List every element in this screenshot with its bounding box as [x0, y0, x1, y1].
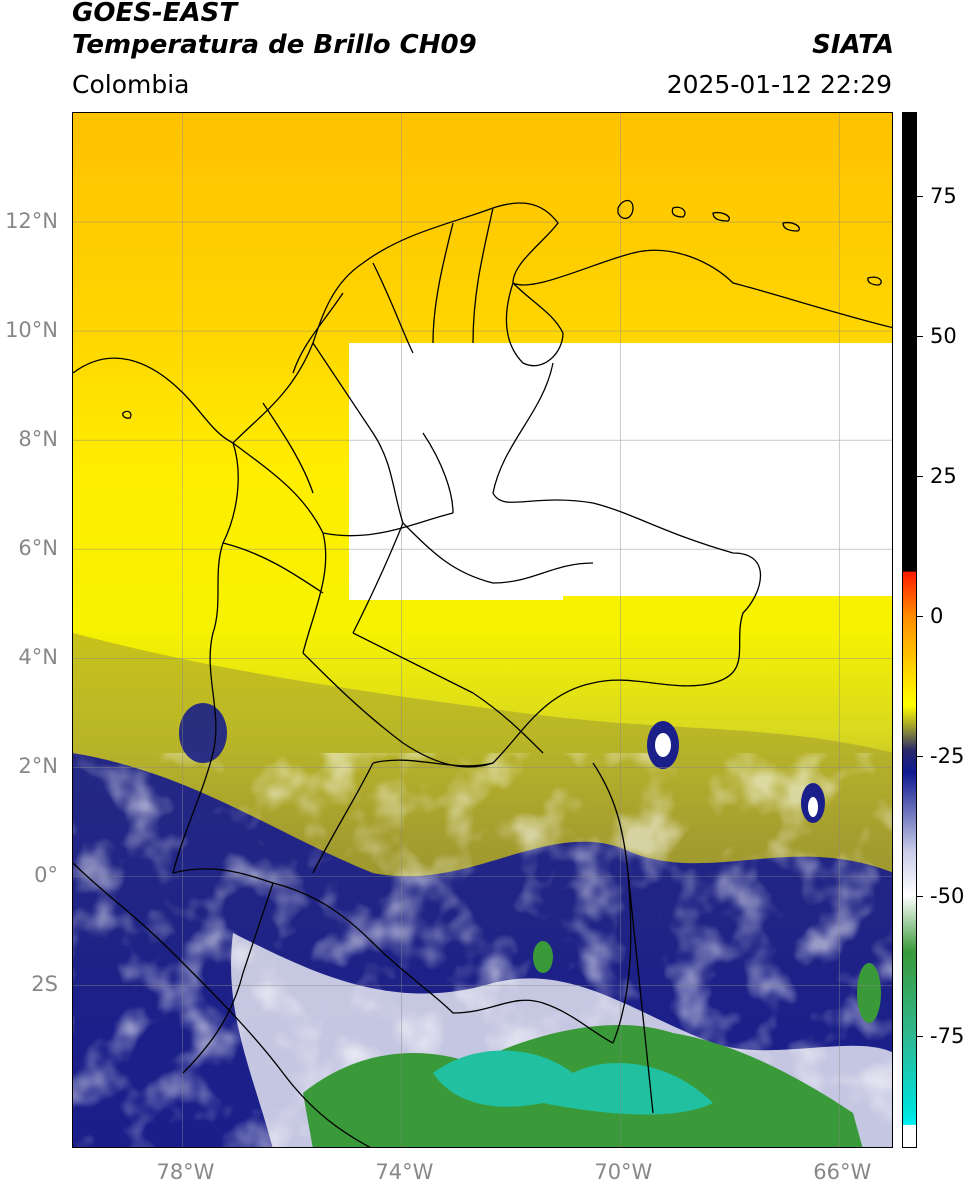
datetime-label: 2025-01-12 22:29	[666, 70, 892, 99]
organization-label: SIATA	[812, 30, 894, 60]
x-tick-label: 74°W	[375, 1160, 434, 1184]
y-tick-label: 2°N	[18, 754, 58, 779]
region-label: Colombia	[72, 70, 190, 99]
colorbar-tick-label: 50	[930, 324, 957, 348]
y-tick-label: 12°N	[5, 209, 58, 234]
y-tick-label: 4°N	[18, 645, 58, 670]
colorbar-tick-label: 75	[930, 184, 957, 208]
colorbar-tick-label: 25	[930, 464, 957, 488]
teal-coldest-tops	[433, 1050, 713, 1115]
y-tick-label: 8°N	[18, 427, 58, 452]
y-tick-label: 0°	[34, 863, 58, 888]
satellite-map[interactable]	[72, 112, 893, 1148]
x-tick-label: 66°W	[813, 1160, 872, 1184]
brightness-temperature-field	[73, 113, 892, 1147]
colorbar-tick-label: 0	[930, 604, 944, 628]
colorbar-tick-label: -25	[930, 744, 965, 768]
product-title: Temperatura de Brillo CH09	[72, 30, 477, 60]
colorbar-tick	[917, 896, 923, 897]
colorbar	[902, 112, 917, 1148]
x-tick-label: 70°W	[594, 1160, 653, 1184]
y-tick-label: 10°N	[5, 318, 58, 343]
satellite-title: GOES-EAST	[72, 0, 238, 28]
colorbar-tick-label: -75	[930, 1024, 965, 1048]
map-canvas	[73, 113, 892, 1147]
y-tick-label: 2S	[31, 972, 58, 997]
x-tick-label: 78°W	[156, 1160, 215, 1184]
colorbar-tick	[917, 756, 923, 757]
colorbar-tick	[917, 1036, 923, 1037]
colorbar-tick	[917, 616, 923, 617]
colorbar-tick	[917, 196, 923, 197]
colorbar-tick	[917, 336, 923, 337]
colorbar-tick-label: -50	[930, 884, 965, 908]
country-borders	[73, 199, 892, 1147]
y-tick-label: 6°N	[18, 536, 58, 561]
colorbar-tick	[917, 476, 923, 477]
no-data-block	[349, 343, 892, 596]
